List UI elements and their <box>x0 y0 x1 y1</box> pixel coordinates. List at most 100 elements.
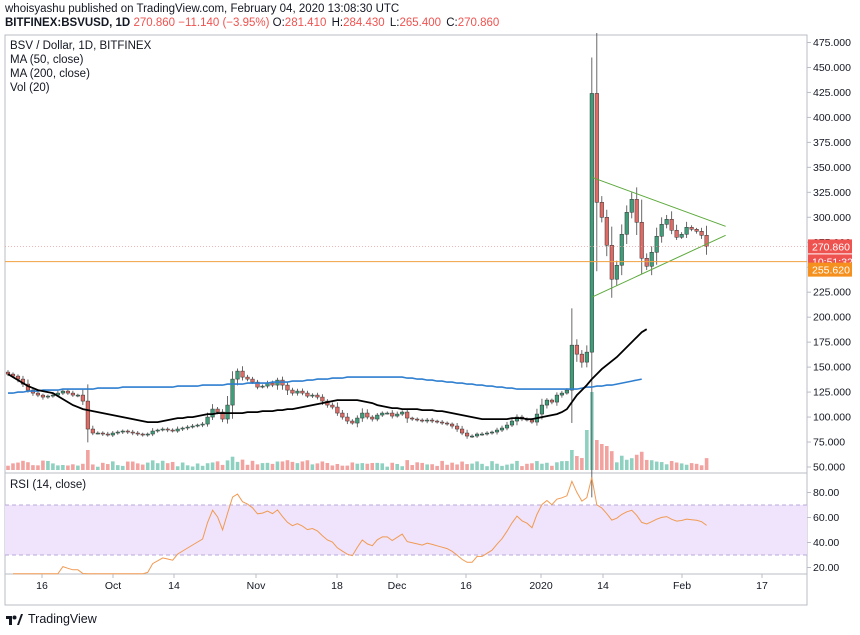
volume-bar <box>205 463 210 470</box>
price-axis-label: 375.000 <box>813 137 851 149</box>
candle <box>584 351 589 363</box>
candle <box>135 432 140 435</box>
candle <box>470 435 475 438</box>
price-axis-label: 50.000 <box>813 462 845 474</box>
volume-bar <box>130 461 135 470</box>
volume-bar <box>340 465 345 470</box>
volume-bar <box>51 463 55 470</box>
candle <box>644 257 649 267</box>
candle <box>230 378 235 406</box>
volume-bar <box>6 465 10 470</box>
triangle-upper-line <box>591 176 726 227</box>
ohlc-high-value: 284.430 <box>343 17 385 29</box>
volume-bar <box>220 464 225 470</box>
candle <box>335 406 340 414</box>
legend-ma200: MA (200, close) <box>10 68 90 80</box>
candle <box>480 433 485 436</box>
volume-bar <box>425 464 429 470</box>
volume-bar <box>619 455 624 470</box>
candle <box>155 429 160 432</box>
candle <box>205 416 210 425</box>
candle <box>290 389 295 394</box>
volume-bar <box>530 463 534 470</box>
price-axis-label: 150.000 <box>813 362 851 374</box>
volume-bar <box>445 464 449 470</box>
candle <box>195 424 200 427</box>
rsi-axis-label: 60.00 <box>813 512 839 524</box>
volume-bar <box>694 463 699 470</box>
candle <box>455 425 460 430</box>
ohlc-low-value: 265.400 <box>399 17 442 29</box>
candle <box>375 414 380 420</box>
volume-bar <box>56 465 60 470</box>
candle <box>704 235 709 247</box>
candle <box>624 212 629 235</box>
ohlc-low-label: L: <box>389 17 400 29</box>
volume-bar <box>61 465 65 470</box>
volume-bar <box>679 463 684 470</box>
candle <box>295 390 300 394</box>
candle <box>310 394 315 397</box>
volume-bar <box>450 462 454 470</box>
volume-bar <box>101 462 105 470</box>
candle <box>659 224 664 237</box>
candle <box>185 426 190 429</box>
candle <box>105 433 110 436</box>
candle <box>654 236 659 253</box>
volume-bar <box>185 465 190 470</box>
level-tag <box>808 262 852 277</box>
volume-bar <box>365 463 370 470</box>
volume-bar <box>669 460 674 470</box>
price-axis-label: 100.000 <box>813 412 851 424</box>
candle <box>370 416 375 420</box>
candle <box>589 93 594 353</box>
publish-line: whoisyashu published on TradingView.com,… <box>5 3 400 15</box>
time-axis-label: 2020 <box>529 580 553 592</box>
candle <box>574 344 579 355</box>
time-axis-label: 18 <box>331 580 343 592</box>
volume-bar <box>684 464 689 470</box>
volume-bar <box>585 430 589 470</box>
volume-bar <box>385 466 390 470</box>
candle <box>110 432 115 436</box>
volume-bar <box>345 465 350 470</box>
volume-bar <box>664 464 669 470</box>
time-axis-label: Dec <box>388 580 407 592</box>
volume-bar <box>160 460 165 470</box>
ohlc-open-label: O: <box>272 17 285 29</box>
candle <box>445 422 450 425</box>
volume-bar <box>470 463 474 470</box>
level-tag-label: 255.620 <box>812 265 850 277</box>
tradingview-logo[interactable]: TradingView <box>5 612 97 626</box>
volume-bar <box>46 460 50 470</box>
candle <box>639 222 644 259</box>
candle <box>425 419 430 422</box>
volume-bar <box>225 460 230 470</box>
last-price-tag <box>808 239 852 254</box>
candle <box>100 432 105 435</box>
candle <box>484 432 490 435</box>
volume-bar <box>36 465 40 470</box>
volume-bar <box>135 463 140 470</box>
candle <box>529 419 535 423</box>
time-axis-label: 16 <box>460 580 472 592</box>
symbol-ticker[interactable]: BITFINEX:BSVUSD, 1D <box>5 17 131 29</box>
ohlc-open-value: 281.410 <box>284 17 327 29</box>
volume-bar <box>595 440 599 470</box>
volume-bar <box>465 464 469 470</box>
candle <box>549 399 554 403</box>
candle <box>609 245 614 280</box>
candle <box>554 394 559 403</box>
volume-bar <box>395 463 400 470</box>
volume-bar <box>535 461 539 470</box>
price-chart[interactable]: 475.000 450.000 425.000 400.000 375.000 350.0… <box>0 33 860 610</box>
candle <box>450 423 455 427</box>
candle <box>674 230 679 238</box>
volume-bar <box>180 462 185 470</box>
candle <box>385 412 390 415</box>
volume-bar <box>575 456 579 470</box>
volume-bar <box>515 460 519 470</box>
volume-bar <box>86 450 90 470</box>
volume-bar <box>16 462 20 470</box>
legend-rsi: RSI (14, close) <box>10 479 86 491</box>
